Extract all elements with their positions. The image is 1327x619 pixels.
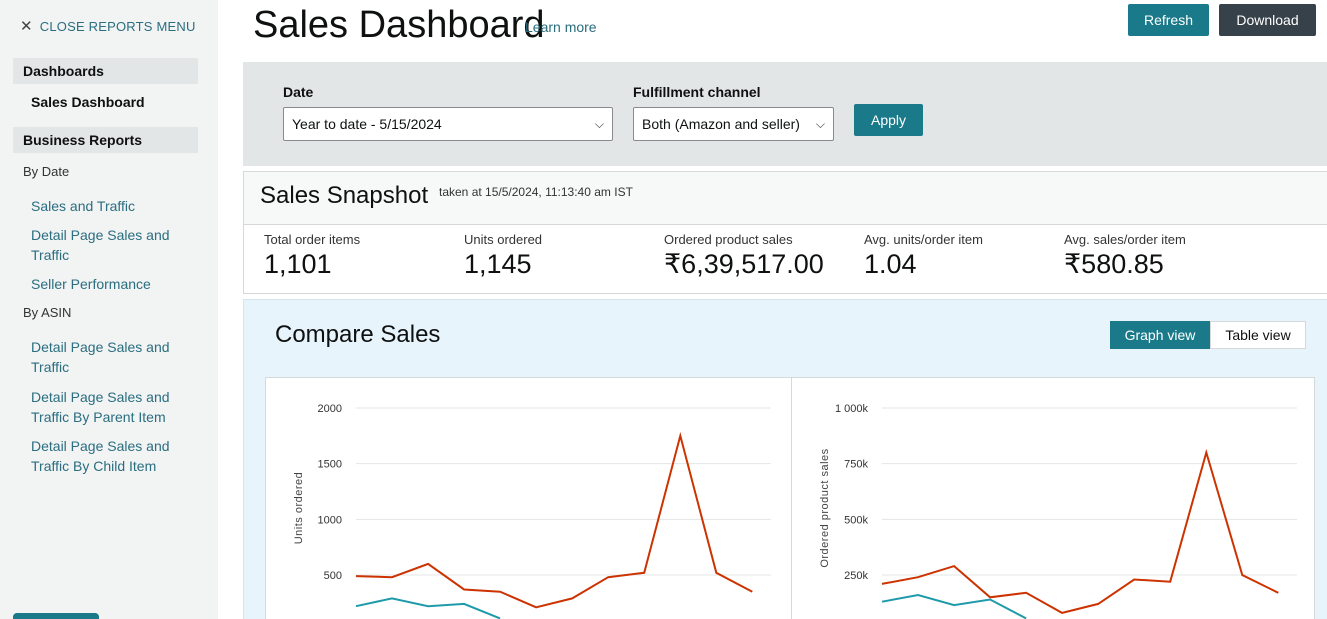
metric-ordered-product-sales: Ordered product sales ₹6,39,517.00 bbox=[664, 232, 854, 280]
table-view-button[interactable]: Table view bbox=[1210, 321, 1306, 349]
sidebar-item-seller-performance[interactable]: Seller Performance bbox=[31, 276, 151, 292]
metric-avg-units-per-order-item: Avg. units/order item 1.04 bbox=[864, 232, 1054, 280]
sales-snapshot-header: Sales Snapshot taken at 15/5/2024, 11:13… bbox=[244, 172, 1327, 225]
sidebar-bottom-button[interactable] bbox=[13, 613, 99, 619]
metric-value: 1,101 bbox=[264, 249, 332, 279]
metric-value: ₹580.85 bbox=[1064, 249, 1164, 279]
dashboards-section-header: Dashboards bbox=[13, 58, 198, 84]
metric-avg-sales-per-order-item: Avg. sales/order item ₹580.85 bbox=[1064, 232, 1254, 280]
sidebar-item-sales-and-traffic[interactable]: Sales and Traffic bbox=[31, 198, 136, 214]
by-asin-label: By ASIN bbox=[23, 305, 72, 320]
chevron-down-icon: ⌵ bbox=[815, 117, 825, 131]
series-line-0 bbox=[355, 431, 753, 609]
units-ordered-chart: 2000 1500 1000 500 Units ordered bbox=[293, 403, 771, 619]
y-tick-label: 500 bbox=[324, 570, 342, 582]
metric-label: Total order items bbox=[264, 232, 361, 247]
chart-divider bbox=[791, 378, 792, 619]
metric-units-ordered: Units ordered 1,145 bbox=[464, 232, 654, 280]
y-tick-label: 750k bbox=[844, 459, 868, 471]
compare-sales-title: Compare Sales bbox=[275, 321, 441, 348]
business-reports-section-header: Business Reports bbox=[13, 127, 198, 153]
date-select-value: Year to date - 5/15/2024 bbox=[292, 116, 442, 132]
reports-sidebar: ✕ CLOSE REPORTS MENU Dashboards Sales Da… bbox=[0, 0, 218, 619]
fulfillment-channel-value: Both (Amazon and seller) bbox=[642, 116, 800, 132]
series-line-1 bbox=[355, 597, 501, 619]
series-line-1 bbox=[881, 593, 1027, 619]
sidebar-item-sales-dashboard[interactable]: Sales Dashboard bbox=[31, 94, 145, 110]
y-tick-label: 1000 bbox=[318, 514, 342, 526]
metric-value: ₹6,39,517.00 bbox=[664, 249, 824, 279]
y-tick-label: 1 000k bbox=[835, 403, 869, 415]
metric-label: Avg. units/order item bbox=[864, 232, 983, 247]
y-axis-label: Ordered product sales bbox=[819, 448, 831, 567]
sidebar-item-detail-page-sales-and-traffic[interactable]: Detail Page Sales and Traffic bbox=[31, 227, 170, 263]
page-title: Sales Dashboard bbox=[253, 4, 545, 46]
sidebar-item-detail-page-by-child-item[interactable]: Detail Page Sales and Traffic By Child I… bbox=[31, 438, 170, 474]
metric-label: Ordered product sales bbox=[664, 232, 793, 247]
date-select[interactable]: Year to date - 5/15/2024 ⌵ bbox=[283, 107, 613, 141]
snapshot-timestamp: taken at 15/5/2024, 11:13:40 am IST bbox=[439, 185, 633, 199]
date-filter-label: Date bbox=[283, 84, 314, 100]
series-line-0 bbox=[881, 448, 1279, 614]
metric-value: 1,145 bbox=[464, 249, 532, 279]
sales-snapshot-title: Sales Snapshot bbox=[260, 182, 429, 209]
close-icon: ✕ bbox=[20, 18, 33, 35]
y-tick-label: 2000 bbox=[318, 403, 342, 415]
sales-snapshot-panel: Sales Snapshot taken at 15/5/2024, 11:13… bbox=[243, 171, 1327, 294]
close-reports-menu-label: CLOSE REPORTS MENU bbox=[39, 19, 196, 34]
learn-more-link[interactable]: Learn more bbox=[525, 19, 597, 35]
metric-label: Units ordered bbox=[464, 232, 543, 247]
compare-sales-panel: Compare Sales Graph view Table view 2000… bbox=[243, 299, 1327, 619]
sidebar-item-detail-page-by-parent-item[interactable]: Detail Page Sales and Traffic By Parent … bbox=[31, 389, 170, 425]
metric-value: 1.04 bbox=[864, 249, 917, 279]
by-date-label: By Date bbox=[23, 164, 70, 179]
apply-button[interactable]: Apply bbox=[854, 104, 923, 136]
y-tick-label: 250k bbox=[844, 570, 868, 582]
y-tick-label: 1500 bbox=[318, 459, 342, 471]
download-button[interactable]: Download bbox=[1219, 4, 1316, 36]
sidebar-item-asin-detail-page-sales-and-traffic[interactable]: Detail Page Sales and Traffic bbox=[31, 339, 170, 375]
close-reports-menu-button[interactable]: ✕ CLOSE REPORTS MENU bbox=[20, 19, 196, 34]
refresh-button[interactable]: Refresh bbox=[1128, 4, 1209, 36]
metric-total-order-items: Total order items 1,101 bbox=[264, 232, 454, 280]
y-tick-label: 500k bbox=[844, 514, 868, 526]
graph-view-button[interactable]: Graph view bbox=[1110, 321, 1210, 349]
metric-label: Avg. sales/order item bbox=[1064, 232, 1186, 247]
chevron-down-icon: ⌵ bbox=[594, 117, 604, 131]
fulfillment-channel-select[interactable]: Both (Amazon and seller) ⌵ bbox=[633, 107, 834, 141]
charts-container: 2000 1500 1000 500 Units ordered 1 000k 750k 5… bbox=[265, 377, 1315, 619]
fulfillment-channel-label: Fulfillment channel bbox=[633, 84, 761, 100]
ordered-product-sales-chart: 1 000k 750k 500k 250k Ordered product sales bbox=[819, 403, 1297, 619]
y-axis-label: Units ordered bbox=[293, 472, 305, 545]
